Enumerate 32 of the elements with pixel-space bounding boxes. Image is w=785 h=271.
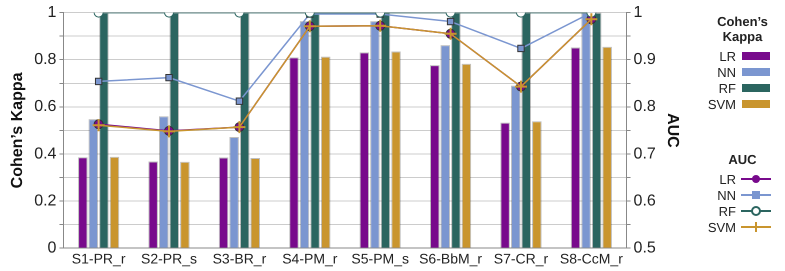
- legend-label: NN: [716, 64, 736, 80]
- y-axis-title: Cohen’s Kappa: [9, 72, 26, 188]
- y-tick-label: 0: [48, 240, 57, 257]
- x-tick-label: S5-PM_s: [351, 250, 409, 266]
- legend-label: SVM: [706, 220, 736, 234]
- y2-tick-label: 0.5: [634, 240, 656, 257]
- text: AUC: [728, 152, 757, 167]
- x-tick-label: S3-BR_r: [212, 250, 267, 266]
- legend-label: SVM: [706, 96, 736, 112]
- x-tick-label: S4-PM_r: [282, 250, 338, 266]
- legend-label: LR: [718, 48, 736, 64]
- y2-tick-label: 0.6: [634, 192, 656, 210]
- y-tick-label: 0.6: [34, 98, 57, 116]
- x-tick-label: S7-CR_r: [494, 250, 549, 266]
- y-tick-label: 0.2: [34, 192, 57, 210]
- y2-tick-label: 0.9: [634, 51, 656, 68]
- y2-tick-label: 1: [634, 4, 643, 22]
- y2-tick-label: 0.8: [634, 98, 656, 116]
- y2-axis-title: AUC: [664, 113, 681, 148]
- legend-label: LR: [718, 172, 736, 186]
- legend-label: RF: [718, 80, 736, 96]
- y2-tick-label: 0.7: [634, 145, 656, 162]
- legend-label: NN: [716, 188, 736, 202]
- x-tick-label: S2-PR_s: [141, 250, 198, 266]
- x-tick-label: S6-BbM_r: [419, 250, 482, 266]
- legend-label: RF: [718, 204, 736, 218]
- y-tick-label: 1: [48, 4, 57, 22]
- x-tick-label: S1-PR_r: [72, 250, 126, 266]
- y-tick-label: 0.4: [34, 145, 57, 162]
- y-tick-label: 0.8: [34, 51, 57, 68]
- x-tick-label: S8-CcM_r: [560, 250, 624, 266]
- legend-title: Cohen’s Kappa: [716, 14, 769, 44]
